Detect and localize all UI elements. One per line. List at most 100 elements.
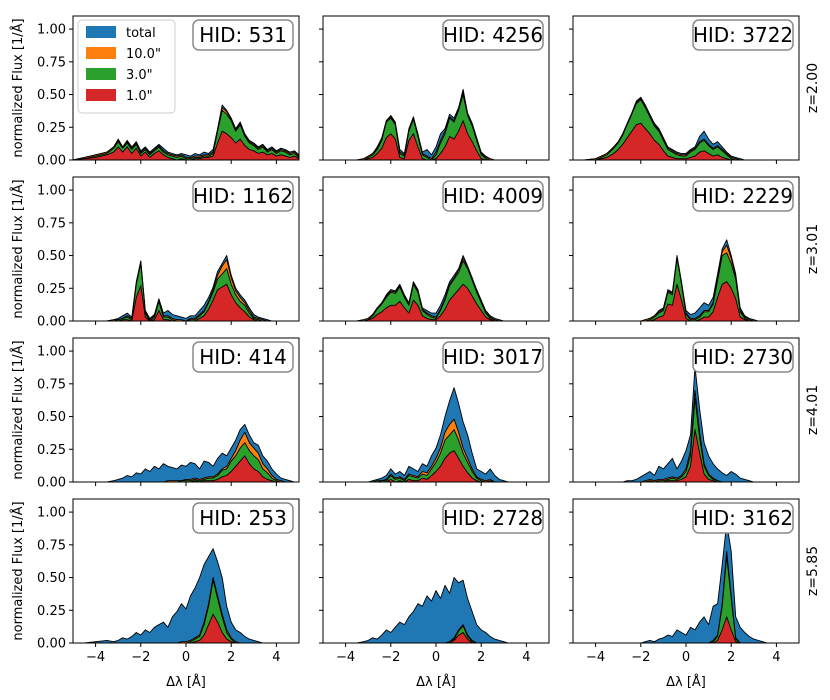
series-10-0-area xyxy=(322,257,550,322)
panel-hid-3162: −4 −2 0 2 4 HID: 3162 xyxy=(569,498,800,665)
panel-title: HID: 2229 xyxy=(693,184,793,208)
panel-hid-4009: HID: 4009 xyxy=(319,176,550,325)
y-axis-label: normalized Flux [1/Å] xyxy=(10,340,26,479)
x-tick-label: 4 xyxy=(772,650,780,665)
panel-hid-4256: HID: 4256 xyxy=(319,15,550,164)
title-box xyxy=(192,180,294,212)
panel-title: HID: 4009 xyxy=(443,184,543,208)
series-1-0-area xyxy=(72,130,300,161)
legend-swatch-10-0 xyxy=(86,47,116,59)
panel-hid-2730: HID: 2730 xyxy=(569,337,800,486)
series-total-area xyxy=(572,366,800,483)
series-total-area xyxy=(72,548,300,644)
legend-swatch-3-0 xyxy=(86,68,116,80)
title-box xyxy=(692,502,794,534)
y-tick-label: 0.25 xyxy=(37,121,66,136)
y-tick-label: 0.50 xyxy=(37,249,66,264)
row-label: z=4.01 xyxy=(805,385,821,435)
series-10-0-area xyxy=(572,98,800,161)
y-tick-label: 0.00 xyxy=(37,637,66,652)
title-box xyxy=(442,19,544,51)
series-total-area xyxy=(572,96,800,161)
x-tick-label: 4 xyxy=(272,650,280,665)
panel-title: HID: 4256 xyxy=(443,23,543,47)
row-label: z=5.85 xyxy=(805,546,821,596)
series-total-area xyxy=(322,88,550,161)
panel-title: HID: 253 xyxy=(199,506,287,530)
panel-title: HID: 3162 xyxy=(693,506,793,530)
title-box xyxy=(692,341,794,373)
x-tick-label: 0 xyxy=(682,650,690,665)
row-label: z=3.01 xyxy=(805,224,821,274)
series-total-area xyxy=(572,239,800,322)
panel-title: HID: 414 xyxy=(199,345,287,369)
title-box xyxy=(442,341,544,373)
legend-label-total: total xyxy=(126,26,156,41)
y-tick-label: 0.00 xyxy=(37,315,66,330)
x-tick-label: 4 xyxy=(522,650,530,665)
panel-title: HID: 1162 xyxy=(193,184,293,208)
panel-title: HID: 2728 xyxy=(443,506,543,530)
y-tick-label: 0.50 xyxy=(37,410,66,425)
x-tick-label: 2 xyxy=(477,650,485,665)
title-box xyxy=(692,180,794,212)
x-tick-label: −2 xyxy=(381,650,400,665)
y-tick-label: 0.50 xyxy=(37,571,66,586)
x-tick-label: −4 xyxy=(336,650,355,665)
x-axis-label: Δλ [Å] xyxy=(666,674,706,690)
y-tick-label: 0.75 xyxy=(37,216,66,231)
x-tick-label: 2 xyxy=(727,650,735,665)
y-tick-label: 0.00 xyxy=(37,154,66,169)
series-3-0-area xyxy=(572,99,800,161)
panel-title: HID: 3722 xyxy=(693,23,793,47)
legend: total 10.0" 3.0" 1.0" xyxy=(77,19,176,114)
panel-hid-531: 0.00 0.25 0.50 0.75 1.00 HID: 531 xyxy=(37,15,300,169)
series-total-area xyxy=(322,577,550,644)
series-3-0-area xyxy=(72,262,300,322)
panel-hid-2229: HID: 2229 xyxy=(569,176,800,325)
series-10-0-area xyxy=(572,389,800,483)
series-3-0-area xyxy=(572,556,800,644)
x-axis-label: Δλ [Å] xyxy=(166,674,206,690)
legend-label-10-0: 10.0" xyxy=(126,47,161,62)
y-tick-label: 0.75 xyxy=(37,377,66,392)
series-10-0-area xyxy=(572,550,800,644)
panel-title: HID: 531 xyxy=(199,23,287,47)
panel-hid-1162: 0.00 0.25 0.50 0.75 1.00 HID: 1162 xyxy=(37,176,300,330)
legend-swatch-total xyxy=(86,26,116,38)
panel-title: HID: 3017 xyxy=(443,345,543,369)
x-tick-label: 0 xyxy=(182,650,190,665)
y-tick-label: 0.25 xyxy=(37,604,66,619)
legend-swatch-1-0 xyxy=(86,89,116,101)
y-tick-label: 0.50 xyxy=(37,88,66,103)
legend-label-3-0: 3.0" xyxy=(126,68,153,83)
y-tick-label: 1.00 xyxy=(37,345,66,360)
title-box xyxy=(192,19,294,51)
series-total-area xyxy=(322,255,550,322)
legend-label-1-0: 1.0" xyxy=(126,89,153,104)
y-tick-label: 1.00 xyxy=(37,23,66,38)
x-axis-label: Δλ [Å] xyxy=(416,674,456,690)
panel-hid-3722: HID: 3722 xyxy=(569,15,800,164)
y-tick-label: 0.75 xyxy=(37,55,66,70)
row-label: z=2.00 xyxy=(805,63,821,113)
title-box xyxy=(192,502,294,534)
series-3-0-area xyxy=(322,260,550,322)
x-tick-label: −2 xyxy=(631,650,650,665)
x-tick-label: 0 xyxy=(432,650,440,665)
x-tick-label: 2 xyxy=(227,650,235,665)
series-total-area xyxy=(72,255,300,322)
panel-hid-2728: −4 −2 0 2 4 HID: 2728 xyxy=(319,498,550,665)
y-tick-label: 0.00 xyxy=(37,476,66,491)
y-tick-label: 0.25 xyxy=(37,443,66,458)
y-tick-label: 0.75 xyxy=(37,538,66,553)
x-tick-label: −2 xyxy=(131,650,150,665)
title-box xyxy=(442,502,544,534)
panel-hid-3017: HID: 3017 xyxy=(319,337,550,486)
title-box xyxy=(192,341,294,373)
y-tick-label: 1.00 xyxy=(37,184,66,199)
x-tick-label: −4 xyxy=(586,650,605,665)
y-axis-label: normalized Flux [1/Å] xyxy=(10,18,26,157)
series-1-0-area xyxy=(72,283,300,322)
series-10-0-area xyxy=(72,259,300,322)
